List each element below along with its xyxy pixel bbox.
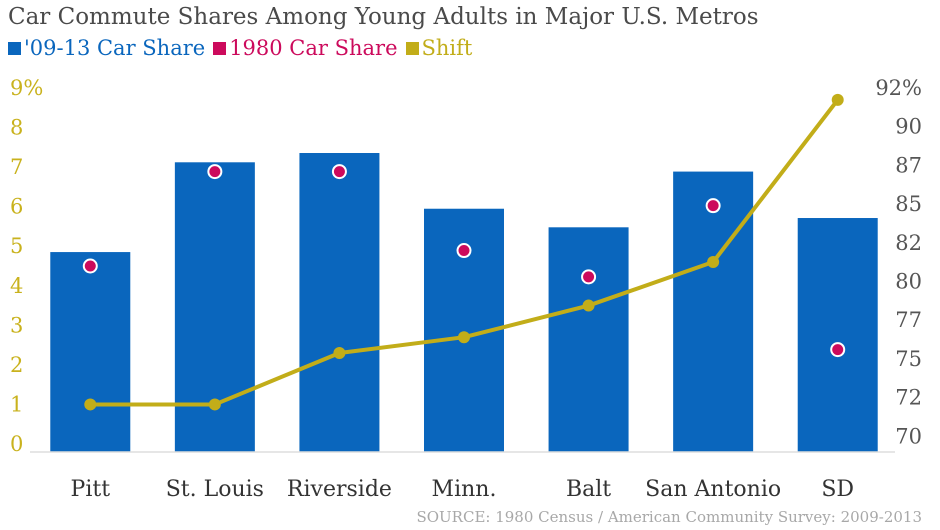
x-tick-label: Pitt	[71, 477, 111, 502]
chart-source: SOURCE: 1980 Census / American Community…	[416, 508, 922, 526]
bar-2013	[299, 153, 380, 452]
x-tick-label: Balt	[566, 477, 611, 502]
right-tick-label: 80	[895, 269, 922, 293]
bar-series-2013	[50, 153, 878, 452]
point-1980	[581, 269, 597, 285]
shift-point	[831, 93, 844, 106]
left-y-axis: 0 1 2 3 4 5 6 7 8 9%	[10, 76, 43, 456]
left-tick-label: 8	[10, 116, 23, 140]
x-tick-label: Riverside	[287, 477, 392, 502]
point-1980	[331, 164, 347, 180]
shift-point	[333, 347, 346, 360]
legend-swatch-2013	[8, 41, 21, 55]
bar-2013	[548, 227, 629, 452]
x-tick-label: Minn.	[432, 477, 497, 502]
scatter-series-1980	[82, 164, 846, 358]
legend-label-shift: Shift	[421, 36, 473, 60]
right-tick-label: 70	[895, 424, 922, 448]
right-tick-label: 90	[895, 115, 922, 139]
x-tick-label: San Antonio	[645, 477, 781, 502]
legend-swatch-shift	[405, 41, 419, 55]
left-tick-label: 0	[10, 432, 23, 456]
shift-point	[458, 331, 470, 344]
right-tick-label: 75	[895, 347, 922, 371]
right-tick-label: 92%	[875, 76, 922, 100]
shift-point	[208, 398, 221, 411]
point-1980	[705, 198, 721, 214]
shift-point	[84, 398, 97, 411]
left-tick-label: 6	[10, 195, 23, 219]
right-y-axis: 70 72 75 77 80 82 85 87 90 92%	[875, 76, 922, 448]
bar-2013	[673, 171, 754, 452]
x-axis: Pitt St. Louis Riverside Minn. Balt San Anton…	[71, 477, 855, 502]
shift-point	[582, 299, 595, 312]
right-tick-label: 72	[895, 386, 922, 410]
legend-label-1980: 1980 Car Share	[229, 36, 398, 60]
legend-item-shift: Shift	[405, 36, 473, 60]
left-tick-label: 3	[10, 313, 23, 337]
legend-item-1980: 1980 Car Share	[213, 36, 398, 60]
bar-2013	[797, 218, 878, 452]
left-tick-label: 2	[10, 353, 23, 377]
left-tick-label: 5	[10, 234, 23, 258]
point-1980	[830, 342, 846, 358]
legend-label-2013: '09-13 Car Share	[24, 36, 206, 60]
left-tick-label: 9%	[10, 76, 43, 100]
right-tick-label: 87	[895, 153, 922, 177]
x-tick-label: SD	[821, 477, 854, 502]
chart-title: Car Commute Shares Among Young Adults in…	[8, 4, 759, 30]
point-1980	[82, 258, 98, 274]
left-tick-label: 7	[10, 155, 23, 179]
right-tick-label: 77	[895, 308, 922, 332]
right-tick-label: 85	[895, 192, 922, 216]
left-tick-label: 4	[10, 274, 23, 298]
legend-item-2013: '09-13 Car Share	[8, 36, 205, 60]
chart-legend: '09-13 Car Share 1980 Car Share Shift	[8, 36, 472, 60]
line-series-shift	[84, 93, 844, 411]
shift-point	[707, 256, 720, 269]
right-tick-label: 82	[895, 231, 922, 255]
legend-swatch-1980	[213, 41, 227, 55]
x-tick-label: St. Louis	[166, 477, 264, 502]
point-1980	[207, 164, 223, 180]
bar-2013	[50, 252, 131, 452]
point-1980	[456, 243, 472, 259]
left-tick-label: 1	[10, 392, 23, 416]
